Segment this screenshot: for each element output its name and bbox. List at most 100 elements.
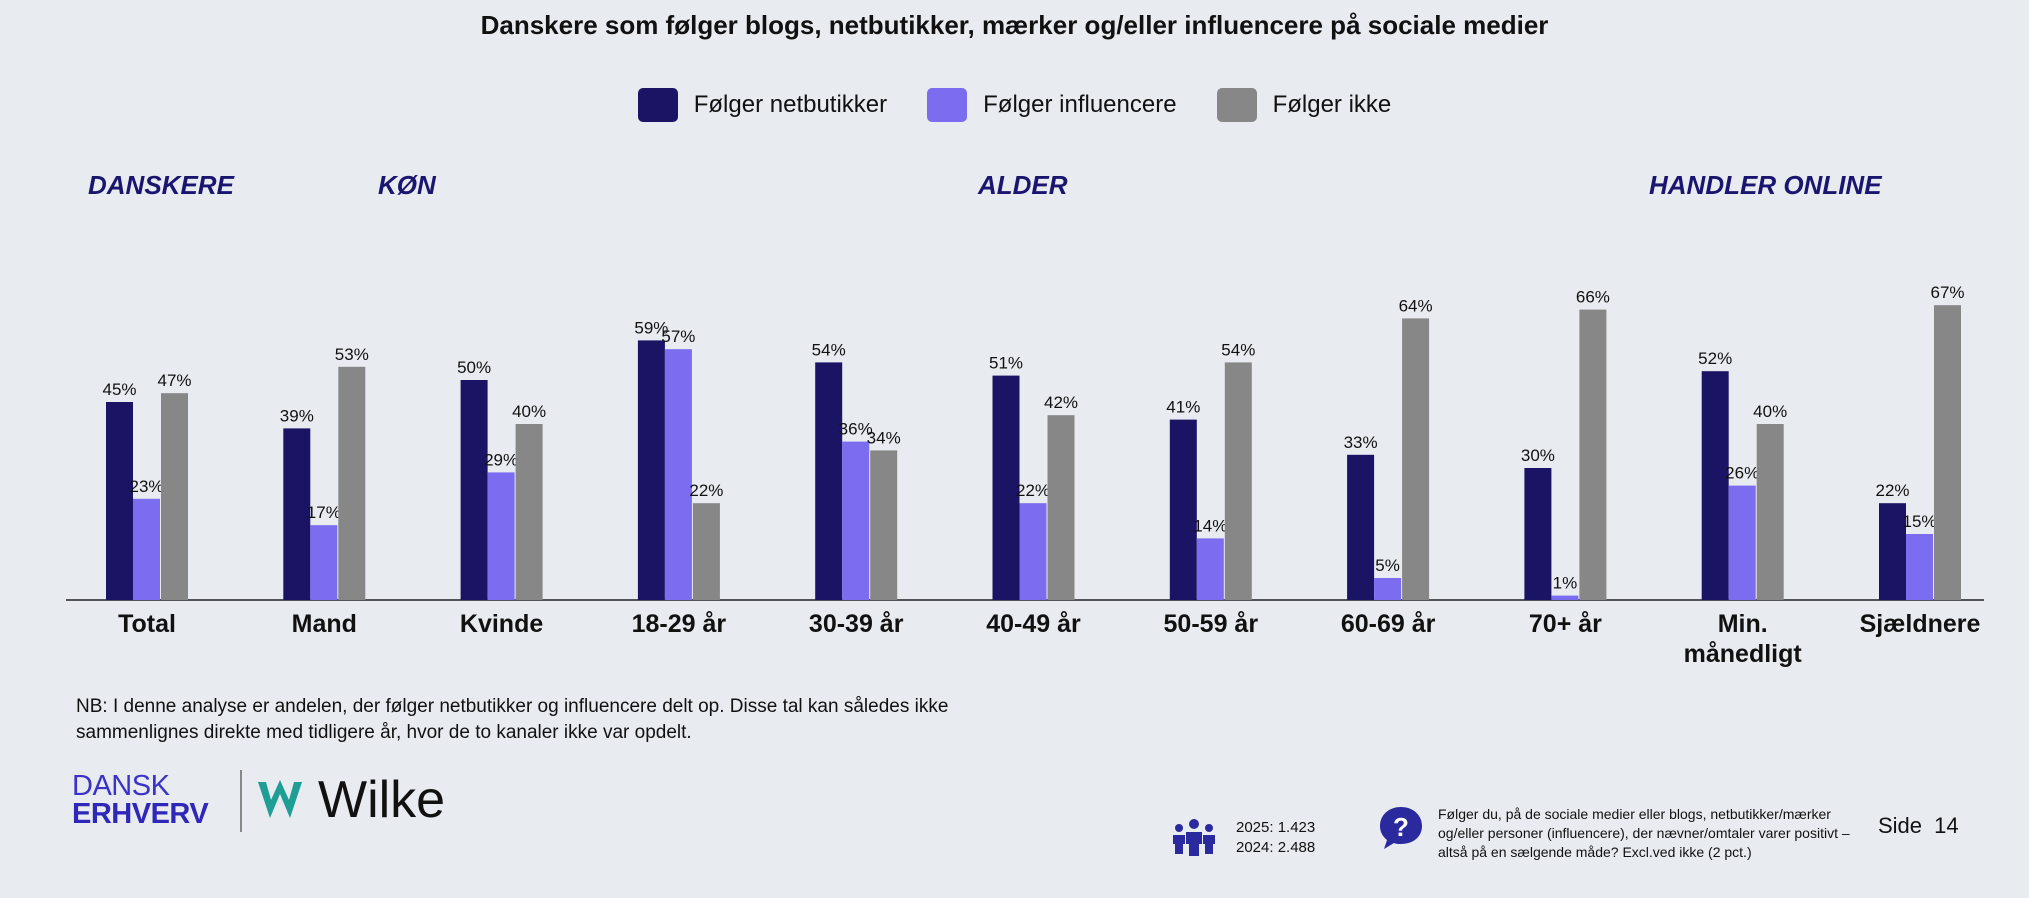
data-label-influencere: 14%	[1193, 516, 1227, 535]
data-label-ikke: 54%	[1221, 340, 1255, 359]
x-tick-label: Sjældnere	[1860, 610, 1981, 638]
chart-title: Danskere som følger blogs, netbutikker, …	[480, 10, 1549, 40]
bar-ikke	[692, 503, 720, 600]
x-tick-label: 50-59 år	[1164, 610, 1259, 638]
data-label-influencere: 36%	[839, 420, 873, 439]
bar-influencere	[1196, 538, 1224, 600]
wilke-logo-icon	[258, 780, 302, 818]
data-label-ikke: 40%	[1753, 402, 1787, 421]
bar-ikke	[161, 393, 188, 600]
sample-2025: 2025: 1.423	[1236, 819, 1316, 836]
bar-netbutikker	[106, 402, 133, 600]
data-label-influencere: 57%	[661, 327, 695, 346]
data-label-ikke: 66%	[1576, 288, 1610, 307]
legend-swatch-influencere	[927, 88, 968, 122]
question-box: ? Følger du, på de sociale medier eller …	[1378, 805, 1878, 862]
bar-influencere	[310, 525, 338, 600]
data-label-netbutikker: 59%	[634, 318, 668, 337]
svg-text:?: ?	[1393, 812, 1409, 842]
x-tick-label: 70+ år	[1529, 610, 1602, 638]
page-number: Side 14	[1878, 813, 1959, 838]
data-label-influencere: 15%	[1902, 512, 1936, 531]
data-label-influencere: 23%	[129, 477, 163, 496]
data-label-ikke: 47%	[157, 371, 191, 390]
bar-influencere	[1906, 534, 1933, 600]
bar-ikke	[870, 450, 898, 600]
bar-ikke	[1224, 362, 1252, 600]
logo-dansk-line2: ERHVERV	[72, 798, 209, 830]
bar-influencere	[487, 472, 515, 600]
bar-netbutikker	[992, 375, 1020, 600]
data-label-influencere: 1%	[1553, 574, 1578, 593]
data-label-netbutikker: 50%	[457, 358, 491, 377]
bar-chart: 45% 23% 47% Total 39% 17% 53% Mand 50% 29% 40% Kvin…	[66, 283, 1984, 668]
legend-item-influencere: Følger influencere	[927, 88, 1177, 122]
footnote: NB: I denne analyse er andelen, der følg…	[76, 696, 949, 743]
bar-influencere	[664, 349, 692, 600]
sample-2024: 2024: 2.488	[1236, 839, 1316, 856]
data-label-ikke: 53%	[335, 345, 369, 364]
x-tick-label: Min.	[1718, 610, 1768, 638]
legend-item-ikke: Følger ikke	[1216, 88, 1392, 122]
bar-netbutikker	[1524, 468, 1552, 600]
legend: Følger netbutikker Følger influencere Fø…	[0, 88, 2029, 122]
sample-size: 2025: 1.423 2024: 2.488	[1172, 818, 1315, 858]
bar-influencere	[1019, 503, 1047, 600]
data-label-netbutikker: 52%	[1698, 349, 1732, 368]
question-bubble-icon: ?	[1380, 807, 1422, 849]
logo-dansk-line1: DANSK	[72, 770, 170, 802]
bar-netbutikker	[1879, 503, 1906, 600]
bar-netbutikker	[1347, 454, 1375, 600]
bar-influencere	[842, 441, 870, 600]
data-label-ikke: 67%	[1930, 283, 1964, 302]
bar-netbutikker	[1701, 371, 1729, 600]
people-icon	[1173, 819, 1215, 856]
data-label-ikke: 34%	[867, 428, 901, 447]
data-label-ikke: 40%	[512, 402, 546, 421]
bar-netbutikker	[637, 340, 665, 600]
bar-ikke	[1402, 318, 1430, 600]
data-label-ikke: 42%	[1044, 393, 1078, 412]
dansk-erhverv-logo: DANSK ERHVERV	[72, 770, 209, 830]
bar-netbutikker	[815, 362, 843, 600]
x-tick-label: 40-49 år	[986, 610, 1081, 638]
data-label-netbutikker: 51%	[989, 354, 1023, 373]
data-label-influencere: 17%	[307, 503, 341, 522]
wilke-logo-text: Wilke	[318, 771, 446, 829]
legend-label-ikke: Følger ikke	[1272, 91, 1392, 118]
legend-swatch-netbutikker	[637, 88, 678, 122]
data-label-netbutikker: 22%	[1875, 481, 1909, 500]
legend-item-netbutikker: Følger netbutikker	[637, 88, 887, 122]
data-label-netbutikker: 30%	[1521, 446, 1555, 465]
data-label-ikke: 22%	[689, 481, 723, 500]
group-label-kon: KØN	[378, 170, 436, 200]
data-label-influencere: 22%	[1016, 481, 1050, 500]
logo-divider	[240, 770, 242, 832]
x-tick-label: Mand	[292, 610, 357, 638]
group-label-handler-online: HANDLER ONLINE	[1649, 170, 1882, 200]
x-tick-label: 30-39 år	[809, 610, 904, 638]
data-label-influencere: 26%	[1725, 464, 1759, 483]
data-label-netbutikker: 33%	[1344, 433, 1378, 452]
bar-ikke	[1047, 415, 1075, 600]
bar-netbutikker	[1169, 419, 1197, 600]
bar-influencere	[1551, 595, 1579, 600]
data-label-influencere: 29%	[484, 450, 518, 469]
x-tick-label: månedligt	[1684, 640, 1803, 668]
legend-swatch-ikke	[1216, 88, 1257, 122]
bar-influencere	[133, 498, 160, 600]
data-label-netbutikker: 39%	[280, 406, 314, 425]
wilke-logo: Wilke	[256, 770, 445, 830]
bar-netbutikker	[283, 428, 311, 600]
bar-ikke	[1579, 309, 1607, 600]
x-tick-label: 18-29 år	[632, 610, 727, 638]
bar-influencere	[1728, 485, 1756, 600]
group-label-alder: ALDER	[978, 170, 1068, 200]
bar-ikke	[338, 366, 366, 600]
data-label-netbutikker: 45%	[102, 380, 136, 399]
legend-label-influencere: Følger influencere	[983, 91, 1177, 118]
bar-influencere	[1374, 578, 1402, 600]
bar-netbutikker	[460, 380, 488, 600]
data-label-influencere: 5%	[1375, 556, 1400, 575]
x-tick-label: 60-69 år	[1341, 610, 1436, 638]
